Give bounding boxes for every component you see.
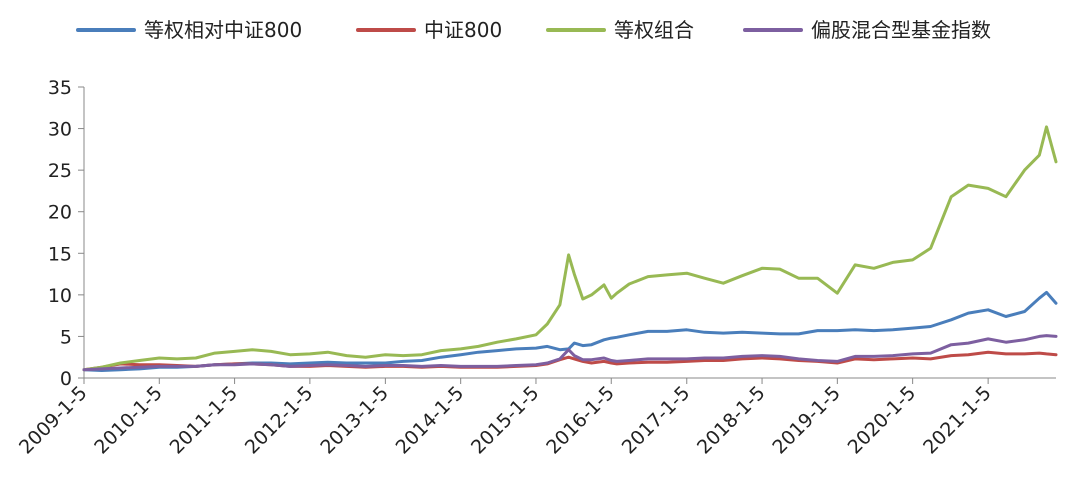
x-tick-label: 2012-1-5 [241, 382, 318, 459]
x-tick-label: 2013-1-5 [316, 382, 393, 459]
x-tick-label: 2010-1-5 [90, 382, 167, 459]
y-tick-label: 15 [48, 243, 72, 265]
legend-label-4: 偏股混合型基金指数 [811, 18, 991, 42]
y-tick-label: 0 [60, 368, 72, 390]
legend: 等权相对中证800 中证800 等权组合 偏股混合型基金指数 [76, 18, 991, 42]
x-tick-label: 2014-1-5 [392, 382, 469, 459]
series-line-3 [82, 125, 1058, 372]
y-tick-label: 10 [48, 285, 72, 307]
x-tick-label: 2019-1-5 [768, 382, 845, 459]
axes: 051015202530352009-1-52010-1-52011-1-520… [15, 77, 1056, 459]
x-tick-label: 2015-1-5 [467, 382, 544, 459]
series-group [82, 125, 1058, 372]
y-tick-label: 25 [48, 160, 72, 182]
x-tick-label: 2018-1-5 [693, 382, 770, 459]
series-line-4 [82, 334, 1058, 372]
x-tick-label: 2009-1-5 [15, 382, 92, 459]
legend-label-2: 中证800 [424, 18, 502, 42]
x-tick-label: 2021-1-5 [919, 382, 996, 459]
x-tick-label: 2016-1-5 [542, 382, 619, 459]
x-tick-label: 2011-1-5 [166, 382, 243, 459]
x-tick-label: 2017-1-5 [618, 382, 695, 459]
y-tick-label: 5 [60, 326, 72, 348]
x-tick-label: 2020-1-5 [844, 382, 921, 459]
y-tick-label: 30 [48, 119, 72, 141]
y-tick-label: 35 [48, 77, 72, 99]
legend-label-1: 等权相对中证800 [144, 18, 302, 42]
y-tick-label: 20 [48, 202, 72, 224]
legend-label-3: 等权组合 [614, 18, 694, 42]
